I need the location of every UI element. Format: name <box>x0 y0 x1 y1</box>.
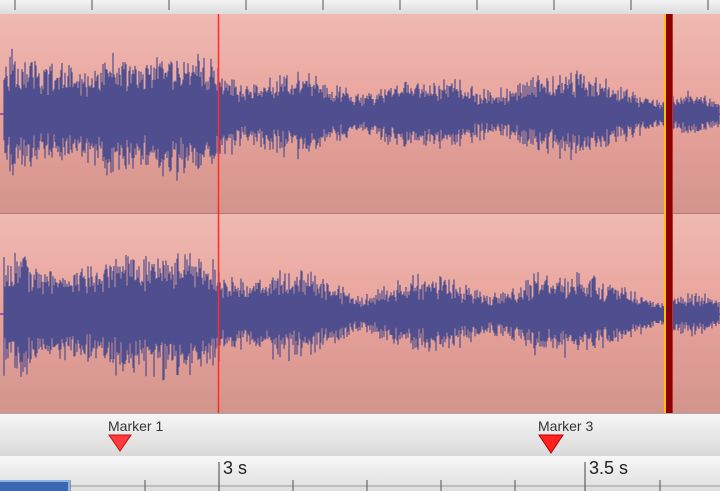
marker-3-triangle-icon[interactable] <box>538 434 564 454</box>
ruler-label-3s: 3 s <box>223 458 248 478</box>
time-ruler[interactable]: 3 s 3.5 s <box>0 456 720 491</box>
playhead-shadow <box>672 14 673 214</box>
marker-1-triangle-icon[interactable] <box>108 434 132 452</box>
ruler-label-3-5s: 3.5 s <box>589 458 629 478</box>
marker-bar[interactable]: Marker 1 Marker 3 <box>0 413 720 457</box>
waveform-left[interactable] <box>0 14 720 214</box>
track-left-channel[interactable] <box>0 14 720 214</box>
waveform-right[interactable] <box>0 214 720 414</box>
marker-label: Marker 3 <box>538 418 594 434</box>
playhead-edge <box>664 214 666 414</box>
waveform-path <box>3 48 720 181</box>
waveform-path <box>3 252 720 381</box>
track-right-channel[interactable] <box>0 214 720 414</box>
marker-label: Marker 1 <box>108 418 164 434</box>
playhead[interactable] <box>666 214 672 414</box>
time-ruler-ticks <box>0 462 720 491</box>
playhead[interactable] <box>666 14 672 214</box>
scroll-tab[interactable] <box>0 480 70 491</box>
playhead-edge <box>664 14 666 214</box>
top-ruler <box>0 0 720 15</box>
top-ruler-ticks <box>14 0 709 10</box>
playhead-shadow <box>672 214 673 414</box>
